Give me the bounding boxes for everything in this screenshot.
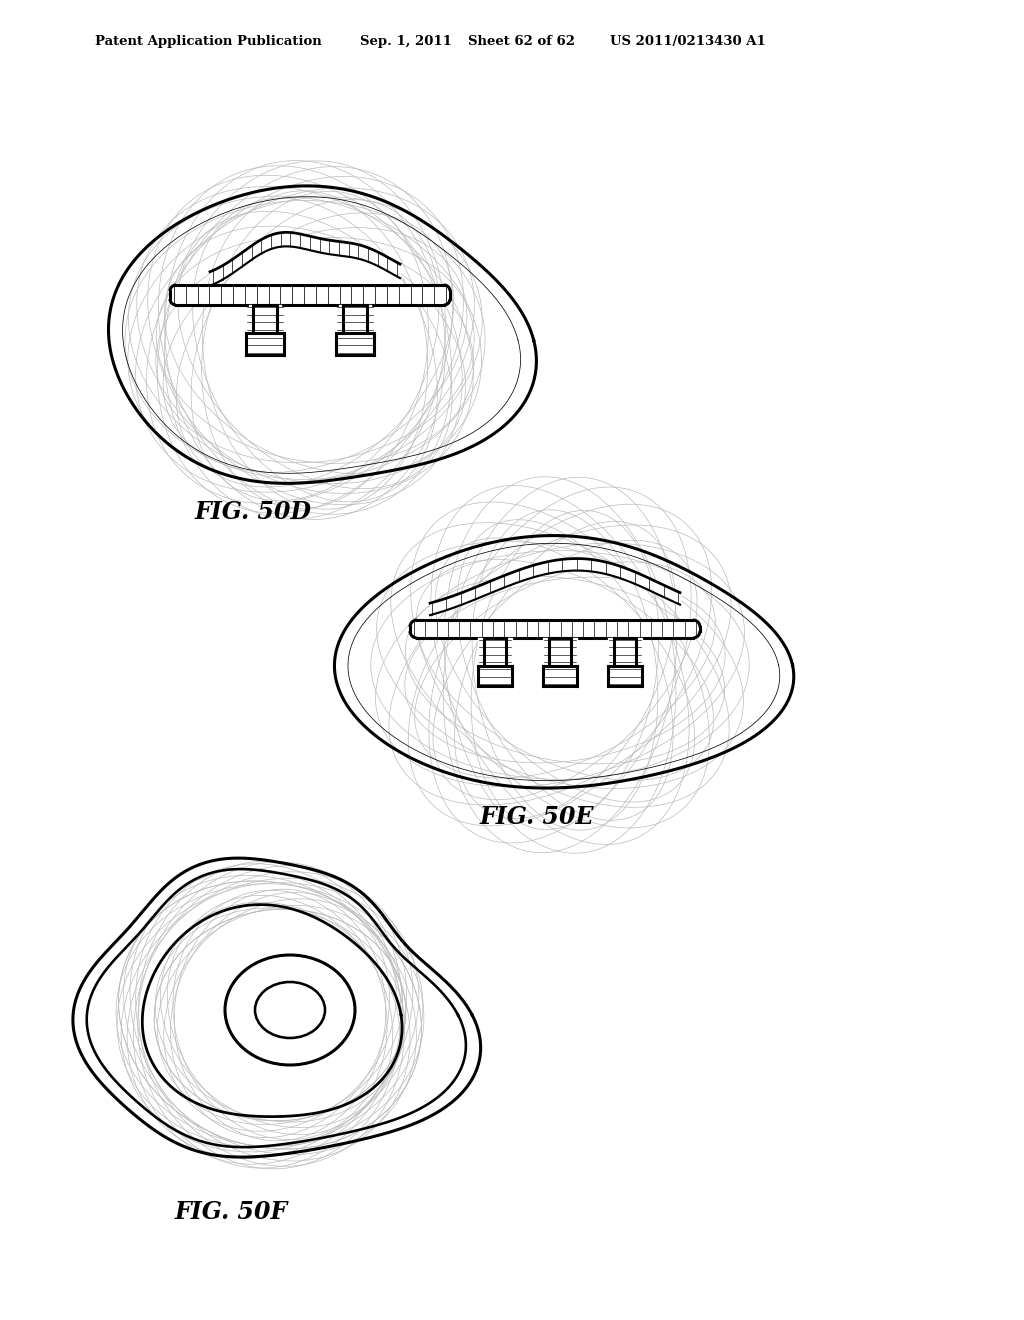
Text: Sep. 1, 2011: Sep. 1, 2011 xyxy=(360,36,452,48)
Text: FIG. 50D: FIG. 50D xyxy=(195,500,312,524)
Text: FIG. 50F: FIG. 50F xyxy=(175,1200,288,1224)
Text: FIG. 50E: FIG. 50E xyxy=(480,805,595,829)
Text: Patent Application Publication: Patent Application Publication xyxy=(95,36,322,48)
Text: Sheet 62 of 62: Sheet 62 of 62 xyxy=(468,36,575,48)
Text: US 2011/0213430 A1: US 2011/0213430 A1 xyxy=(610,36,766,48)
